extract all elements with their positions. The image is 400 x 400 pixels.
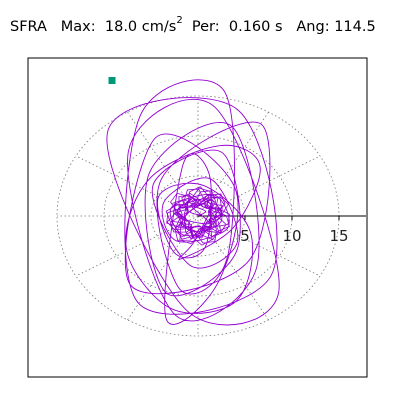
max-label: Max:	[60, 18, 96, 35]
period-label: Per:	[191, 18, 220, 35]
x-axis-tick-label-15: 15	[329, 227, 348, 245]
plot-frame	[27, 57, 368, 378]
period-value: 0.160 s	[228, 18, 283, 35]
grid-spoke-150	[75, 155, 199, 217]
plot-header: SFRA Max: 18.0 cm/s2 Per: 0.160 s Ang: 1…	[10, 14, 376, 36]
angle-value: 114.5	[334, 18, 376, 35]
x-axis-tick-label-5: 5	[240, 227, 250, 245]
end-marker	[108, 77, 116, 84]
max-value: 18.0 cm/s	[104, 18, 177, 35]
grid-spoke-240	[127, 215, 199, 321]
hodogram-trace-1	[106, 79, 280, 326]
x-axis-tick-label-10: 10	[282, 227, 301, 245]
grid-spoke-300	[197, 215, 269, 321]
max-exponent: 2	[176, 15, 183, 26]
hodogram-core-1	[165, 186, 230, 246]
angle-label: Ang:	[296, 18, 330, 35]
marker-group	[108, 77, 116, 84]
axes: 5 10 15	[198, 215, 366, 245]
trace-group	[106, 79, 280, 326]
station-code: SFRA	[10, 18, 47, 35]
grid-spoke-30	[197, 155, 321, 217]
grid-spoke-210	[75, 215, 199, 277]
